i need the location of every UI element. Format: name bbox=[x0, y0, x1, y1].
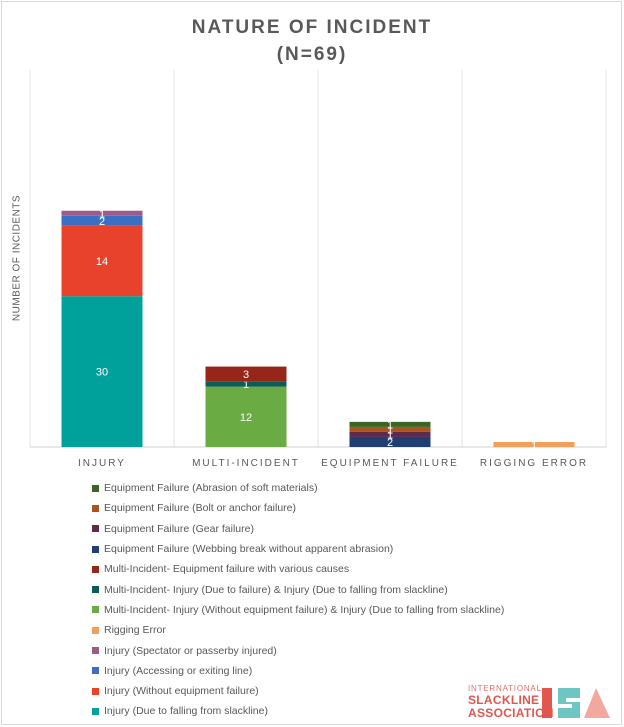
bar-segment-1-6 bbox=[205, 381, 287, 387]
bar-segment-2-10 bbox=[349, 426, 431, 432]
legend-item-11: Equipment Failure (Abrasion of soft mate… bbox=[92, 478, 612, 498]
legend-item-4: Rigging Error bbox=[92, 620, 612, 640]
data-label-2-8: 2 bbox=[387, 437, 393, 449]
legend-label: Injury (Due to falling from slackline) bbox=[104, 705, 268, 718]
legend-label: Injury (Accessing or exiting line) bbox=[104, 664, 253, 677]
legend-swatch bbox=[92, 626, 99, 634]
x-tick-label-3: RIGGING ERROR bbox=[480, 458, 588, 469]
bar-segment-2-9 bbox=[349, 431, 431, 437]
legend-swatch bbox=[92, 707, 99, 715]
data-label-1-6: 1 bbox=[243, 379, 249, 391]
legend-label: Injury (Without equipment failure) bbox=[104, 685, 259, 698]
data-label-0-2: 2 bbox=[99, 216, 105, 228]
legend-item-0: Injury (Due to falling from slackline) bbox=[92, 701, 612, 721]
logo-line1: INTERNATIONAL bbox=[468, 684, 542, 693]
data-label-2-9: 1 bbox=[387, 429, 393, 441]
legend-item-8: Equipment Failure (Webbing break without… bbox=[92, 539, 612, 559]
x-tick-label-0: INJURY bbox=[78, 458, 126, 469]
bar-segment-0-1 bbox=[61, 225, 143, 297]
isa-logo-mark-icon bbox=[542, 688, 610, 718]
bar-segment-0-3 bbox=[61, 210, 143, 216]
legend-item-3: Injury (Spectator or passerby injured) bbox=[92, 640, 612, 660]
bar-segment-2-8 bbox=[349, 436, 431, 447]
data-label-2-10: 1 bbox=[387, 424, 393, 436]
legend-label: Equipment Failure (Abrasion of soft mate… bbox=[104, 482, 318, 495]
legend-item-1: Injury (Without equipment failure) bbox=[92, 681, 612, 701]
legend-label: Equipment Failure (Bolt or anchor failur… bbox=[104, 502, 297, 515]
legend-swatch bbox=[92, 667, 99, 675]
bar-segment-1-5 bbox=[205, 386, 287, 447]
data-label-0-0: 30 bbox=[96, 367, 108, 379]
legend-item-6: Multi-Incident- Injury (Due to failure) … bbox=[92, 579, 612, 599]
legend-swatch bbox=[92, 687, 99, 695]
legend-swatch bbox=[92, 545, 99, 553]
legend-label: Equipment Failure (Webbing break without… bbox=[104, 543, 394, 556]
legend-item-2: Injury (Accessing or exiting line) bbox=[92, 661, 612, 681]
legend-item-9: Equipment Failure (Gear failure) bbox=[92, 519, 612, 539]
legend-item-10: Equipment Failure (Bolt or anchor failur… bbox=[92, 498, 612, 518]
chart-title: NATURE OF INCIDENT bbox=[191, 17, 433, 38]
chart-subtitle: (N=69) bbox=[276, 44, 348, 65]
legend: Equipment Failure (Abrasion of soft mate… bbox=[92, 478, 612, 722]
legend-label: Equipment Failure (Gear failure) bbox=[104, 522, 254, 535]
data-label-1-5: 12 bbox=[240, 412, 252, 424]
legend-swatch bbox=[92, 565, 99, 573]
data-label-1-7: 3 bbox=[243, 369, 249, 381]
stacked-bar-chart: 301421INJURY1213MULTI-INCIDENT2111EQUIPM… bbox=[29, 70, 607, 469]
bar-segment-0-2 bbox=[61, 215, 143, 226]
legend-item-7: Multi-Incident- Equipment failure with v… bbox=[92, 559, 612, 579]
legend-item-5: Multi-Incident- Injury (Without equipmen… bbox=[92, 600, 612, 620]
legend-swatch bbox=[92, 504, 99, 512]
bar-segment-3-4 bbox=[493, 441, 575, 447]
bar-segment-0-0 bbox=[61, 296, 143, 447]
legend-swatch bbox=[92, 525, 99, 533]
legend-swatch bbox=[92, 606, 99, 614]
logo-line2: SLACKLINE bbox=[468, 693, 540, 707]
data-label-0-1: 14 bbox=[96, 256, 108, 268]
legend-swatch bbox=[92, 647, 99, 655]
bar-segment-2-11 bbox=[349, 421, 431, 427]
isa-logo: INTERNATIONAL SLACKLINE ASSOCIATION bbox=[468, 684, 618, 722]
bar-segment-1-7 bbox=[205, 366, 287, 382]
logo-line3: ASSOCIATION bbox=[468, 706, 554, 720]
x-tick-label-2: EQUIPMENT FAILURE bbox=[321, 458, 459, 469]
data-label-0-3: 1 bbox=[99, 208, 105, 220]
legend-label: Rigging Error bbox=[104, 624, 166, 637]
legend-label: Multi-Incident- Injury (Without equipmen… bbox=[104, 603, 505, 616]
legend-swatch bbox=[92, 484, 99, 492]
data-label-2-11: 1 bbox=[387, 419, 393, 431]
legend-swatch bbox=[92, 586, 99, 594]
legend-label: Injury (Spectator or passerby injured) bbox=[104, 644, 277, 657]
x-tick-label-1: MULTI-INCIDENT bbox=[192, 458, 300, 469]
data-label-3-4: 1 bbox=[531, 439, 537, 451]
legend-label: Multi-Incident- Injury (Due to failure) … bbox=[104, 583, 448, 596]
legend-label: Multi-Incident- Equipment failure with v… bbox=[104, 563, 350, 576]
